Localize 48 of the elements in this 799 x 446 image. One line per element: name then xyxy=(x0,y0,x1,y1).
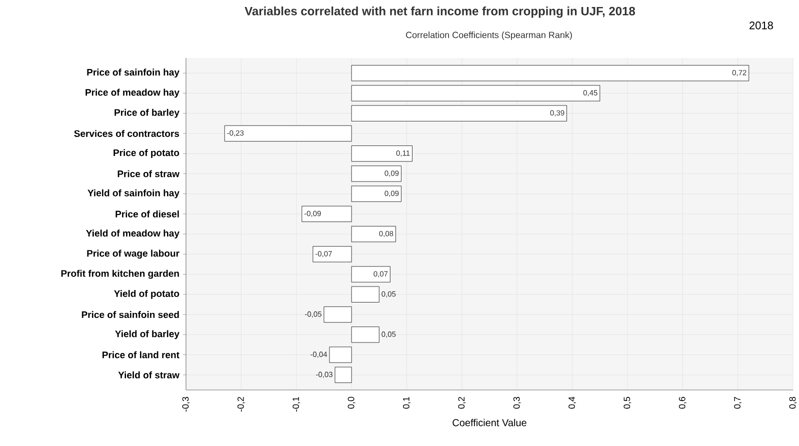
bar xyxy=(312,246,352,262)
x-tick-label: 0,0 xyxy=(348,396,356,409)
y-tick-label: Price of barley xyxy=(114,108,180,118)
bar xyxy=(302,206,352,222)
bar xyxy=(351,226,396,242)
y-tick-label: Price of meadow hay xyxy=(86,88,180,98)
bar xyxy=(351,266,390,282)
x-tick-label: 0,6 xyxy=(678,396,686,409)
bar xyxy=(351,186,402,202)
y-tick-label: Yield of meadow hay xyxy=(86,230,180,238)
x-tick-label: 0,7 xyxy=(734,396,742,409)
x-tick-label: -0,3 xyxy=(182,396,190,412)
y-tick-label: Price of straw xyxy=(118,170,180,178)
y-tick-label: Price of sainfoin seed xyxy=(82,311,179,318)
chart-subtitle: Correlation Coefficients (Spearman Rank) xyxy=(406,32,572,40)
x-tick-label: 0,2 xyxy=(458,396,466,409)
y-tick-label: Price of land rent xyxy=(102,351,180,358)
y-tick-label: Profit from kitchen garden xyxy=(61,270,179,279)
bar xyxy=(324,306,352,323)
chart-title: Variables correlated with net farn income from cropping in UJF, 2018 xyxy=(244,6,636,18)
bar xyxy=(329,346,352,363)
bar xyxy=(351,85,600,102)
bar xyxy=(351,286,380,302)
x-tick-label: 0,1 xyxy=(403,396,410,409)
x-tick-label: 0,3 xyxy=(513,396,521,409)
y-tick-label: Yield of sainfoin hay xyxy=(88,189,180,198)
y-tick-label: Yield of potato xyxy=(114,290,180,299)
text: 2018 xyxy=(750,22,773,30)
bar xyxy=(334,366,352,383)
x-tick-label: 0,4 xyxy=(568,396,576,409)
bar xyxy=(224,125,352,142)
x-tick-label: -0,1 xyxy=(292,396,300,412)
y-tick-label: Price of wage labour xyxy=(87,250,180,259)
bar xyxy=(351,65,750,82)
x-tick-label: 0,5 xyxy=(624,396,632,409)
y-tick-label: Yield of straw xyxy=(118,371,180,378)
bar xyxy=(351,146,412,162)
bar xyxy=(351,326,380,343)
x-tick-label: -0,2 xyxy=(237,396,245,412)
y-tick-label: Price of diesel xyxy=(116,210,179,218)
x-tick-label: 0,8 xyxy=(789,396,797,409)
y-tick-label: Price of sainfoin hay xyxy=(87,68,180,78)
bar xyxy=(351,105,567,122)
bar xyxy=(351,166,402,182)
x-axis-title: Coefficient Value xyxy=(452,418,526,426)
y-tick-label: Price of potato xyxy=(114,149,180,158)
y-tick-label: Services of contractors xyxy=(74,130,180,137)
y-tick-label: Yield of barley xyxy=(115,330,180,340)
